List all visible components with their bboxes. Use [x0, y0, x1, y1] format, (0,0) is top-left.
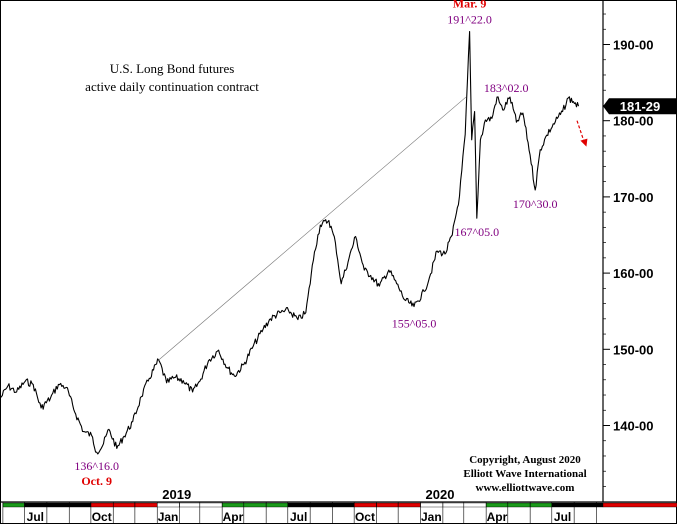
x-tick-label: Jul: [554, 510, 571, 524]
month-strip-segment: [463, 502, 487, 508]
month-strip-segment: [157, 502, 180, 508]
month-strip-segment: [596, 502, 604, 508]
annotation-label: 155^05.0: [392, 317, 437, 331]
month-strip-segment: [69, 502, 92, 508]
x-tick-label: Jan: [158, 510, 179, 524]
month-strip-segment: [179, 502, 200, 508]
month-strip-segment: [199, 502, 223, 508]
x-tick-label: Oct: [355, 510, 375, 524]
x-tick-label: Jul: [290, 510, 307, 524]
annotation-label: 183^02.0: [484, 81, 529, 95]
projection-arrow-shaft: [576, 120, 585, 143]
y-tick-label: 170-00: [613, 190, 653, 205]
last-price-box: [603, 98, 676, 115]
year-label: 2019: [162, 487, 191, 502]
y-axis: 140-00 150-00 160-00 170-00 180-00 190-00 181-…: [603, 13, 676, 487]
month-strip-segment: [353, 502, 377, 508]
month-strip-segment: [397, 502, 421, 508]
month-strip-segment: [529, 502, 552, 508]
x-tick-label: Jan: [421, 510, 442, 524]
chart-title: U.S. Long Bond futures: [110, 61, 235, 76]
annotation-label: 170^30.0: [513, 197, 558, 211]
trend-layer: [158, 96, 467, 361]
credit-line-1: Copyright, August 2020: [469, 454, 581, 466]
last-price-label: 181-29: [620, 99, 660, 114]
month-strip-segment: [134, 502, 158, 508]
series-layer: [0, 30, 580, 455]
month-strip-segment: [376, 502, 399, 508]
month-strip-segment: [309, 502, 333, 508]
x-tick-label: Jul: [27, 510, 44, 524]
month-strip-segment: [46, 502, 70, 508]
y-tick-label: 150-00: [613, 342, 653, 357]
y-tick-label: 180-00: [613, 114, 653, 129]
x-tick-label: Apr: [487, 510, 508, 524]
y-tick-label: 140-00: [613, 419, 653, 434]
annotation-label: 191^22.0: [447, 13, 492, 27]
chart-subtitle: active daily continuation contract: [85, 79, 259, 94]
credit-line-2: Elliott Wave International: [463, 468, 586, 480]
month-strip-segment: [332, 502, 355, 508]
month-strip-segment: [243, 502, 267, 508]
y-tick-label: 190-00: [613, 38, 653, 53]
annotation-label: 136^16.0: [74, 459, 119, 473]
month-strip-segment: [90, 502, 114, 508]
projection-arrow-head: [580, 138, 588, 147]
annotation-date: Oct. 9: [81, 474, 112, 488]
month-strip-segment: [24, 502, 48, 508]
y-tick-label: 160-00: [613, 266, 653, 281]
month-strip-segment: [221, 502, 244, 508]
month-strip-segment: [485, 502, 508, 508]
trendline: [158, 96, 467, 361]
x-tick-label: Oct: [92, 510, 112, 524]
annotation-label: 167^05.0: [454, 225, 499, 239]
month-strip-segment: [265, 502, 288, 508]
x-axis: Jul Oct Jan Apr Jul Oct Jan Apr Jul 2019 2020: [2, 487, 677, 524]
month-strip-segment: [551, 502, 575, 508]
month-strip-segment: [2, 502, 25, 508]
annotation-date: Mar. 9: [453, 0, 487, 11]
month-strip-segment: [287, 502, 311, 508]
month-strip-segment: [442, 502, 464, 508]
credit-line-3: www.elliottwave.com: [476, 482, 575, 494]
price-line: [0, 30, 580, 455]
month-strip-segment: [113, 502, 136, 508]
month-strip-segment: [573, 502, 597, 508]
x-tick-label: Apr: [223, 510, 244, 524]
month-strip-segment: [420, 502, 444, 508]
strip-tail: [602, 502, 677, 508]
month-strip-segment: [507, 502, 531, 508]
year-label: 2020: [426, 487, 455, 502]
